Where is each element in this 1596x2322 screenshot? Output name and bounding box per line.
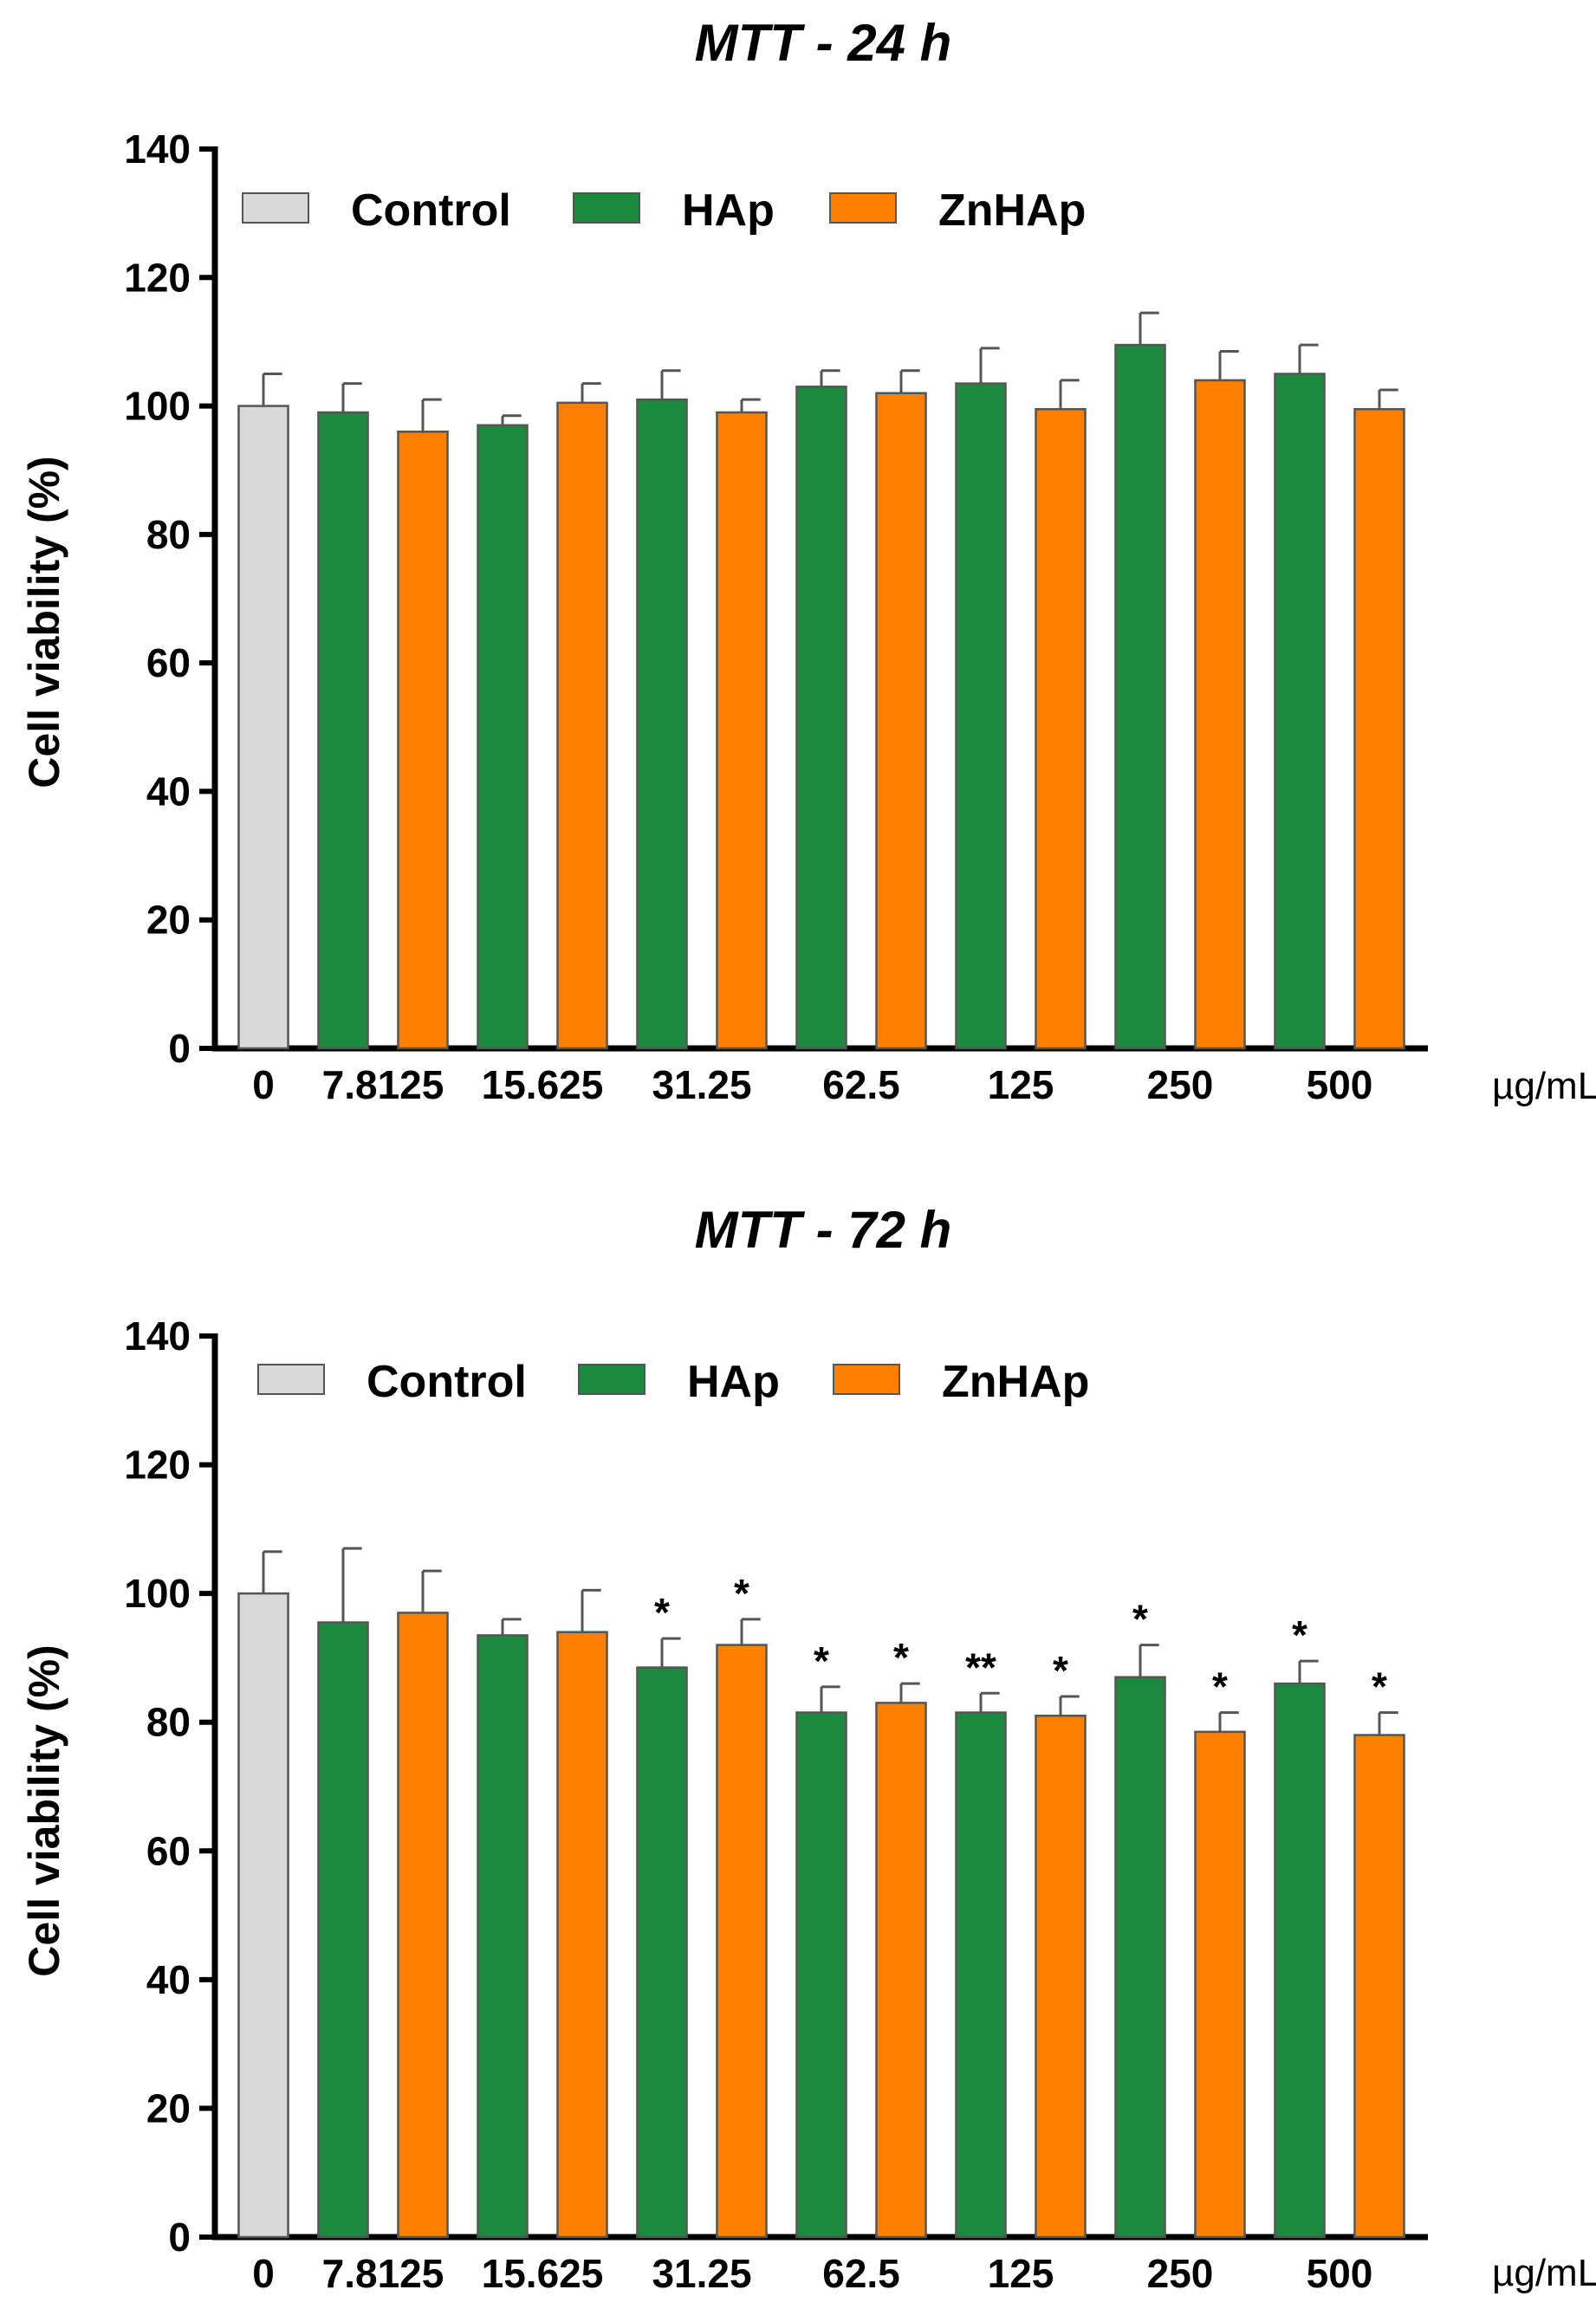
x-tick-label: 15.625 (482, 1062, 604, 1107)
bar-hap-125 (955, 382, 1007, 1050)
bar-znhap-31.25 (716, 411, 768, 1050)
y-tick-label: 20 (146, 898, 191, 943)
x-tick-label: 250 (1147, 1062, 1214, 1107)
significance-marker: ** (965, 1644, 996, 1690)
bar-znhap-250 (1194, 379, 1246, 1050)
y-tick-label: 60 (146, 1828, 191, 1873)
bar-znhap-125 (1035, 1715, 1087, 2239)
bar-znhap-500 (1353, 408, 1405, 1050)
bar-hap-500 (1274, 1682, 1326, 2239)
x-tick-label: 500 (1307, 1062, 1373, 1107)
x-tick-label: 250 (1147, 2251, 1214, 2296)
x-tick-label: 7.8125 (322, 1062, 444, 1107)
legend-label-control: Control (367, 1357, 527, 1407)
legend-label-hap: HAp (687, 1357, 780, 1407)
bar-znhap-62.5 (875, 392, 927, 1050)
bar-znhap-31.25 (716, 1644, 768, 2239)
chart-title: MTT - 72 h (695, 1201, 952, 1259)
legend: Control HAp ZnHAp (257, 1357, 1089, 1407)
bar-control-0 (237, 405, 289, 1050)
legend-label-hap: HAp (682, 185, 775, 236)
x-tick-label: 0 (252, 1062, 275, 1107)
bar-hap-62.5 (795, 386, 847, 1050)
bar-hap-125 (955, 1711, 1007, 2239)
significance-marker: * (1372, 1664, 1387, 1709)
bar-hap-7.8125 (317, 411, 369, 1050)
x-tick-label: 31.25 (652, 2251, 751, 2296)
chart-panel-24h: MTT - 24 h Cell viability (%) Control HA… (20, 14, 1596, 1107)
y-tick-label: 140 (124, 126, 191, 172)
y-tick-label: 80 (146, 512, 191, 557)
x-axis-unit: µg/mL (1492, 2252, 1596, 2294)
bar-control-0 (237, 1592, 289, 2239)
y-tick-label: 100 (124, 384, 191, 429)
y-axis-label: Cell viability (%) (20, 456, 68, 788)
significance-marker: * (893, 1635, 909, 1680)
x-tick-label: 500 (1307, 2251, 1373, 2296)
x-tick-label: 62.5 (822, 1062, 900, 1107)
legend-swatch-hap (578, 1364, 646, 1395)
y-tick-label: 40 (146, 769, 191, 814)
y-tick-label: 100 (124, 1571, 191, 1616)
x-axis-unit: µg/mL (1492, 1065, 1596, 1107)
bar-znhap-62.5 (875, 1702, 927, 2239)
bar-hap-250 (1114, 1676, 1166, 2239)
x-tick-label: 62.5 (822, 2251, 900, 2296)
chart-panel-72h: MTT - 72 h Cell viability (%) Control HA… (20, 1201, 1596, 2296)
significance-marker: * (814, 1638, 829, 1683)
bar-znhap-250 (1194, 1730, 1246, 2239)
legend: Control HAp ZnHAp (242, 185, 1086, 236)
significance-marker: * (1053, 1648, 1068, 1693)
y-tick-label: 0 (168, 1026, 191, 1071)
bar-znhap-15.625 (556, 401, 608, 1050)
x-tick-label: 125 (988, 2251, 1054, 2296)
legend-swatch-control (242, 192, 309, 224)
y-tick-label: 20 (146, 2085, 191, 2131)
legend-swatch-znhap (833, 1364, 900, 1395)
bar-znhap-7.8125 (397, 430, 449, 1050)
x-tick-label: 125 (988, 1062, 1054, 1107)
x-tick-label: 15.625 (482, 2251, 604, 2296)
y-tick-label: 80 (146, 1700, 191, 1745)
significance-marker: * (1212, 1664, 1228, 1709)
bar-hap-15.625 (477, 1634, 529, 2239)
bar-hap-31.25 (636, 398, 688, 1050)
legend-swatch-control (257, 1364, 325, 1395)
bar-hap-250 (1114, 343, 1166, 1050)
x-tick-label: 31.25 (652, 1062, 751, 1107)
y-tick-label: 140 (124, 1313, 191, 1359)
bar-znhap-125 (1035, 408, 1087, 1050)
y-tick-label: 120 (124, 1443, 191, 1488)
bar-hap-31.25 (636, 1666, 688, 2239)
legend-label-znhap: ZnHAp (942, 1357, 1089, 1407)
significance-marker: * (734, 1571, 749, 1616)
significance-marker: * (1292, 1612, 1307, 1657)
legend-swatch-znhap (829, 192, 897, 224)
x-tick-label: 0 (252, 2251, 275, 2296)
bar-znhap-15.625 (556, 1631, 608, 2239)
y-axis-label: Cell viability (%) (20, 1644, 68, 1976)
y-tick-label: 120 (124, 255, 191, 300)
significance-marker: * (654, 1590, 670, 1635)
bar-znhap-500 (1353, 1734, 1405, 2239)
chart-title: MTT - 24 h (695, 14, 952, 72)
y-tick-label: 0 (168, 2215, 191, 2260)
bar-hap-7.8125 (317, 1621, 369, 2239)
y-tick-label: 60 (146, 640, 191, 685)
bar-znhap-7.8125 (397, 1612, 449, 2239)
legend-label-znhap: ZnHAp (938, 185, 1086, 236)
x-tick-label: 7.8125 (322, 2251, 444, 2296)
bar-hap-500 (1274, 373, 1326, 1050)
bar-hap-15.625 (477, 424, 529, 1050)
legend-label-control: Control (351, 185, 511, 236)
y-tick-label: 40 (146, 1957, 191, 2002)
legend-swatch-hap (573, 192, 640, 224)
bar-hap-62.5 (795, 1711, 847, 2239)
significance-marker: * (1132, 1597, 1148, 1642)
